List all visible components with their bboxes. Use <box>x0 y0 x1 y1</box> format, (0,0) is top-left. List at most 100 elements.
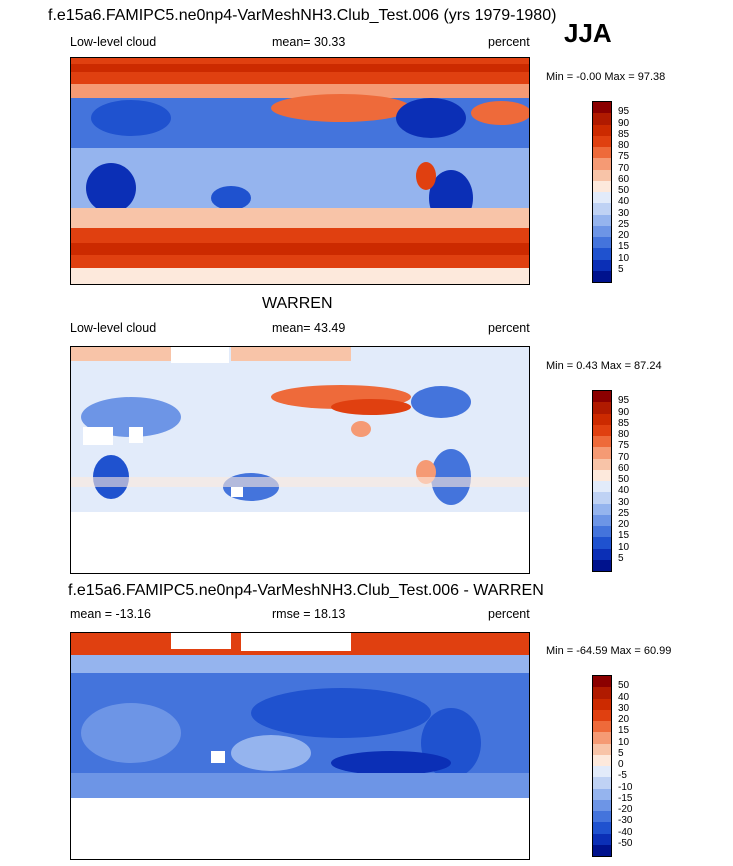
colorbar-swatch <box>593 799 611 811</box>
colorbar-swatch <box>593 469 611 481</box>
colorbar-tick-label: 50 <box>618 474 630 485</box>
colorbar-tick-label: 75 <box>618 440 630 452</box>
colorbar-swatch <box>593 698 611 710</box>
colorbar-swatch <box>593 158 611 170</box>
colorbar-swatch <box>593 102 611 114</box>
colorbar-tick-label: 30 <box>618 496 630 508</box>
panel1-map <box>70 57 530 285</box>
panel3-colorbar <box>592 675 612 857</box>
panel1-title: f.e15a6.FAMIPC5.ne0np4-VarMeshNH3.Club_T… <box>48 7 557 24</box>
colorbar-swatch <box>593 402 611 414</box>
colorbar-tick-label: 25 <box>618 218 630 230</box>
colorbar-tick-label: 15 <box>618 241 630 253</box>
panel1-mean-label: mean= 30.33 <box>272 35 346 49</box>
colorbar-tick-label: -15 <box>618 792 633 804</box>
colorbar-tick-label: 85 <box>618 417 630 429</box>
panel2-variable-label: Low-level cloud <box>70 321 157 335</box>
colorbar-tick-label: 80 <box>618 429 630 440</box>
colorbar-tick-label: 5 <box>618 552 624 564</box>
colorbar-swatch <box>593 203 611 215</box>
colorbar-tick-label: -50 <box>618 837 633 849</box>
colorbar-swatch <box>593 135 611 147</box>
colorbar-tick-label: 0 <box>618 759 624 770</box>
panel3-minmax: Min = -64.59 Max = 60.99 <box>546 645 672 657</box>
colorbar-tick-label: 10 <box>618 736 630 748</box>
colorbar-tick-label: 15 <box>618 725 630 737</box>
panel2-colorbar <box>592 390 612 572</box>
colorbar-tick-label: 50 <box>618 185 630 196</box>
colorbar-swatch <box>593 169 611 181</box>
colorbar-tick-label: 80 <box>618 140 630 151</box>
panel3-rmse-label: rmse = 18.13 <box>272 607 346 621</box>
colorbar-tick-label: 40 <box>618 691 630 703</box>
colorbar-swatch <box>593 676 611 688</box>
colorbar-swatch <box>593 248 611 260</box>
colorbar-swatch <box>593 548 611 560</box>
colorbar-swatch <box>593 192 611 204</box>
colorbar-tick-label: 20 <box>618 714 630 725</box>
colorbar-swatch <box>593 447 611 459</box>
colorbar-tick-label: 60 <box>618 462 630 474</box>
colorbar-tick-label: 70 <box>618 162 630 174</box>
colorbar-swatch <box>593 492 611 504</box>
panel3-title: f.e15a6.FAMIPC5.ne0np4-VarMeshNH3.Club_T… <box>68 582 544 599</box>
colorbar-swatch <box>593 237 611 249</box>
panel2-minmax: Min = 0.43 Max = 87.24 <box>546 360 662 372</box>
colorbar-swatch <box>593 503 611 515</box>
colorbar-tick-label: 10 <box>618 541 630 553</box>
colorbar-tick-label: 20 <box>618 230 630 241</box>
colorbar-swatch <box>593 743 611 755</box>
colorbar-swatch <box>593 844 611 856</box>
colorbar-tick-label: 15 <box>618 530 630 542</box>
colorbar-tick-label: 5 <box>618 263 624 275</box>
colorbar-swatch <box>593 526 611 538</box>
colorbar-tick-label: 25 <box>618 507 630 519</box>
colorbar-swatch <box>593 811 611 823</box>
colorbar-tick-label: -5 <box>618 770 627 782</box>
colorbar-swatch <box>593 259 611 271</box>
colorbar-swatch <box>593 424 611 436</box>
colorbar-swatch <box>593 180 611 192</box>
season-label: JJA <box>564 18 612 48</box>
panel1-minmax: Min = -0.00 Max = 97.38 <box>546 71 666 83</box>
panel3-mean-label: mean = -13.16 <box>70 607 151 621</box>
panel1-units-label: percent <box>488 35 530 49</box>
colorbar-swatch <box>593 777 611 789</box>
colorbar-tick-label: 95 <box>618 106 630 118</box>
colorbar-swatch <box>593 822 611 834</box>
colorbar-swatch <box>593 270 611 282</box>
colorbar-tick-label: -20 <box>618 804 633 815</box>
colorbar-swatch <box>593 436 611 448</box>
panel1-colorbar <box>592 101 612 283</box>
colorbar-swatch <box>593 225 611 237</box>
colorbar-tick-label: -30 <box>618 815 633 827</box>
colorbar-swatch <box>593 113 611 125</box>
colorbar-swatch <box>593 687 611 699</box>
panel2-map <box>70 346 530 574</box>
colorbar-swatch <box>593 788 611 800</box>
colorbar-swatch <box>593 559 611 571</box>
colorbar-tick-label: 95 <box>618 395 630 407</box>
colorbar-tick-label: 40 <box>618 196 630 208</box>
panel1-variable-label: Low-level cloud <box>70 35 157 49</box>
colorbar-swatch <box>593 732 611 744</box>
colorbar-swatch <box>593 124 611 136</box>
colorbar-swatch <box>593 214 611 226</box>
colorbar-swatch <box>593 147 611 159</box>
colorbar-swatch <box>593 766 611 778</box>
colorbar-tick-label: 50 <box>618 680 630 692</box>
colorbar-swatch <box>593 391 611 403</box>
colorbar-tick-label: 70 <box>618 451 630 463</box>
colorbar-tick-label: 60 <box>618 173 630 185</box>
colorbar-tick-label: 85 <box>618 128 630 140</box>
panel3-map <box>70 632 530 860</box>
colorbar-tick-label: 30 <box>618 702 630 714</box>
colorbar-swatch <box>593 413 611 425</box>
colorbar-tick-label: 40 <box>618 485 630 497</box>
colorbar-tick-label: 75 <box>618 151 630 163</box>
panel2-units-label: percent <box>488 321 530 335</box>
colorbar-tick-label: 90 <box>618 406 630 418</box>
colorbar-swatch <box>593 537 611 549</box>
colorbar-swatch <box>593 709 611 721</box>
colorbar-tick-label: -40 <box>618 826 633 838</box>
